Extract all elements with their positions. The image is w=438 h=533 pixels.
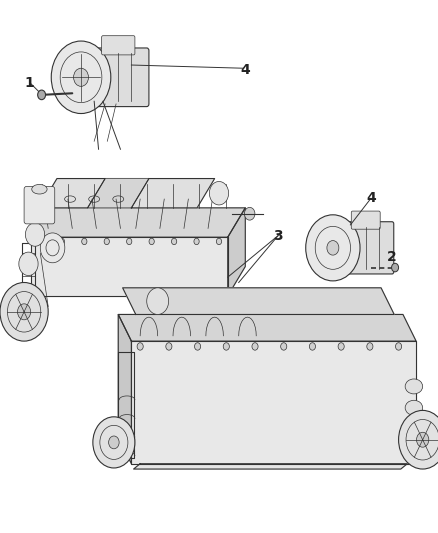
Polygon shape: [31, 208, 245, 237]
Circle shape: [93, 417, 135, 468]
Polygon shape: [39, 179, 105, 208]
Circle shape: [0, 282, 48, 341]
Polygon shape: [118, 314, 416, 341]
Circle shape: [396, 343, 402, 350]
FancyBboxPatch shape: [24, 187, 55, 224]
Ellipse shape: [405, 443, 423, 458]
Circle shape: [216, 238, 222, 245]
Polygon shape: [35, 294, 236, 296]
Circle shape: [104, 238, 110, 245]
Circle shape: [18, 304, 31, 320]
Circle shape: [194, 343, 201, 350]
FancyBboxPatch shape: [94, 48, 149, 107]
Text: 2: 2: [387, 250, 397, 264]
Circle shape: [252, 343, 258, 350]
Circle shape: [399, 410, 438, 469]
Polygon shape: [88, 179, 149, 208]
Text: 1: 1: [25, 76, 35, 90]
Circle shape: [25, 223, 45, 246]
Circle shape: [127, 238, 132, 245]
Circle shape: [306, 215, 360, 281]
Circle shape: [244, 207, 255, 220]
Circle shape: [37, 238, 42, 245]
Circle shape: [281, 343, 287, 350]
Ellipse shape: [405, 422, 423, 437]
FancyBboxPatch shape: [351, 211, 380, 229]
Circle shape: [338, 343, 344, 350]
Circle shape: [166, 343, 172, 350]
Ellipse shape: [405, 379, 423, 394]
Polygon shape: [118, 314, 131, 464]
Circle shape: [137, 343, 143, 350]
Polygon shape: [134, 464, 407, 469]
Polygon shape: [131, 179, 215, 208]
Circle shape: [149, 238, 154, 245]
Ellipse shape: [32, 184, 47, 194]
Polygon shape: [131, 341, 416, 464]
Circle shape: [309, 343, 315, 350]
Polygon shape: [228, 208, 245, 296]
Circle shape: [327, 240, 339, 255]
FancyBboxPatch shape: [102, 36, 135, 55]
Circle shape: [74, 68, 88, 86]
Circle shape: [209, 181, 229, 205]
Circle shape: [59, 238, 64, 245]
Circle shape: [367, 343, 373, 350]
Polygon shape: [123, 288, 394, 314]
Circle shape: [109, 436, 119, 449]
Circle shape: [38, 90, 46, 100]
Circle shape: [223, 343, 230, 350]
Circle shape: [194, 238, 199, 245]
Text: 4: 4: [240, 63, 250, 77]
Circle shape: [40, 233, 65, 263]
FancyBboxPatch shape: [344, 222, 394, 274]
Circle shape: [172, 238, 177, 245]
Circle shape: [19, 252, 38, 276]
Circle shape: [51, 41, 111, 114]
Text: 3: 3: [273, 229, 283, 243]
Circle shape: [147, 288, 169, 314]
Ellipse shape: [405, 400, 423, 415]
Polygon shape: [31, 237, 228, 296]
Circle shape: [392, 263, 399, 272]
Text: 4: 4: [366, 191, 376, 205]
Circle shape: [81, 238, 87, 245]
Circle shape: [417, 432, 429, 447]
